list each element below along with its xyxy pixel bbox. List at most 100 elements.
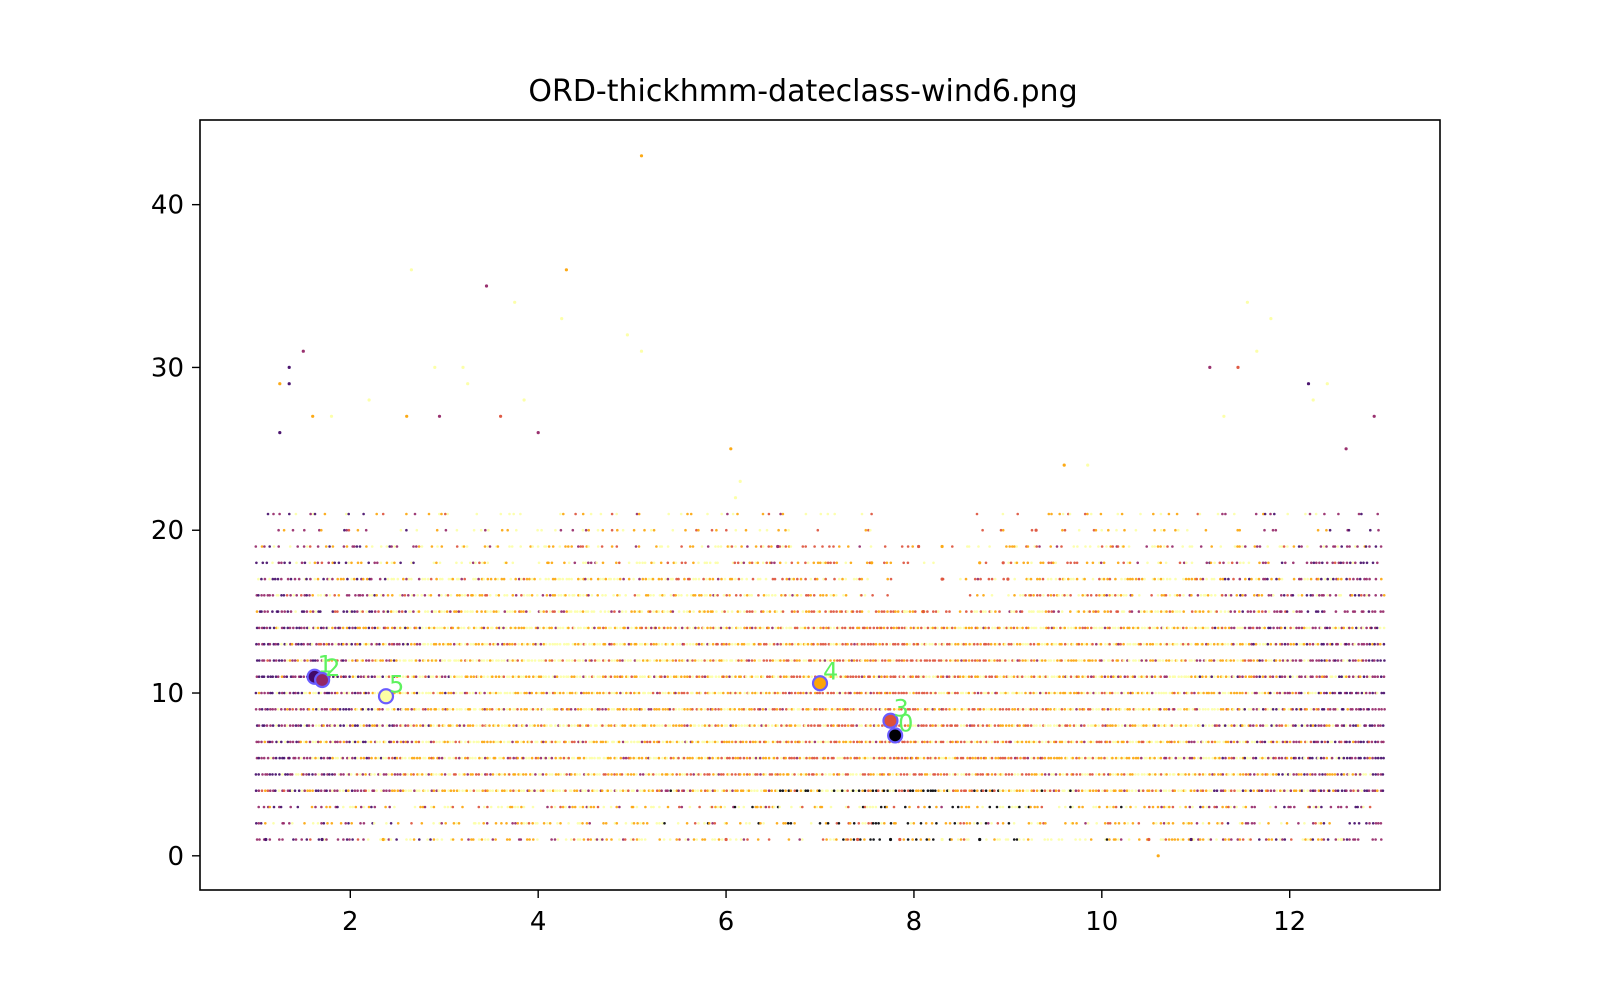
data-point bbox=[415, 724, 418, 727]
data-point bbox=[391, 708, 394, 711]
data-point bbox=[909, 740, 912, 744]
data-point bbox=[592, 740, 596, 744]
data-point bbox=[1241, 724, 1244, 727]
data-point bbox=[1128, 740, 1132, 744]
data-point bbox=[440, 838, 444, 841]
data-point bbox=[995, 805, 999, 809]
data-point bbox=[821, 838, 825, 841]
data-point bbox=[282, 822, 286, 825]
data-point bbox=[742, 708, 746, 711]
data-point bbox=[895, 626, 898, 630]
data-point bbox=[480, 659, 484, 662]
data-point bbox=[443, 659, 447, 662]
data-point bbox=[790, 805, 793, 809]
data-point bbox=[764, 773, 768, 776]
data-point bbox=[922, 675, 925, 678]
data-point bbox=[391, 789, 394, 792]
data-point bbox=[900, 708, 903, 711]
data-point bbox=[914, 675, 918, 678]
data-point bbox=[436, 838, 439, 841]
data-point bbox=[1286, 724, 1290, 727]
data-point bbox=[533, 724, 536, 727]
data-point bbox=[1154, 789, 1158, 792]
data-point bbox=[342, 675, 346, 678]
data-point bbox=[858, 708, 862, 711]
data-point bbox=[367, 626, 371, 630]
data-point bbox=[950, 626, 954, 630]
data-point bbox=[361, 740, 365, 744]
data-point bbox=[1148, 805, 1151, 809]
data-point bbox=[1166, 805, 1169, 809]
data-point bbox=[843, 626, 847, 630]
data-point bbox=[266, 659, 269, 662]
data-point bbox=[350, 642, 354, 646]
data-point bbox=[905, 691, 908, 695]
data-point bbox=[813, 756, 816, 760]
data-point bbox=[762, 659, 766, 662]
data-point bbox=[897, 789, 901, 792]
data-point bbox=[584, 659, 588, 662]
data-point bbox=[461, 805, 464, 809]
data-point bbox=[347, 691, 351, 695]
data-point bbox=[751, 691, 754, 695]
data-point bbox=[351, 740, 355, 744]
data-point bbox=[1170, 756, 1173, 760]
data-point bbox=[893, 675, 897, 678]
data-point bbox=[396, 822, 400, 825]
data-point bbox=[892, 675, 895, 678]
data-point bbox=[336, 675, 339, 678]
data-point bbox=[835, 691, 839, 695]
data-point bbox=[1077, 675, 1080, 678]
data-point bbox=[638, 724, 641, 727]
data-point bbox=[356, 626, 360, 630]
data-point bbox=[1150, 740, 1153, 744]
data-point bbox=[325, 838, 328, 841]
data-point bbox=[941, 740, 945, 744]
data-point bbox=[1204, 789, 1208, 792]
data-point bbox=[1030, 789, 1033, 792]
data-point bbox=[1133, 675, 1137, 678]
data-point bbox=[804, 773, 808, 776]
data-point bbox=[1346, 659, 1349, 662]
data-point bbox=[695, 838, 699, 841]
data-point bbox=[919, 838, 923, 841]
data-point bbox=[1029, 691, 1032, 695]
data-point bbox=[630, 626, 633, 630]
data-point bbox=[1345, 691, 1349, 695]
data-point bbox=[648, 659, 652, 662]
data-point bbox=[516, 805, 520, 809]
data-point bbox=[266, 773, 269, 776]
data-point bbox=[772, 805, 776, 809]
data-point bbox=[314, 773, 317, 776]
data-point bbox=[423, 789, 427, 792]
data-point bbox=[762, 642, 766, 646]
data-point bbox=[452, 756, 455, 760]
data-point bbox=[1142, 708, 1145, 711]
data-point bbox=[358, 773, 362, 776]
data-point bbox=[739, 838, 743, 841]
data-point bbox=[838, 740, 841, 744]
data-point bbox=[1030, 675, 1033, 678]
data-point bbox=[1288, 740, 1292, 744]
data-point bbox=[534, 773, 537, 776]
data-point bbox=[262, 805, 266, 809]
data-point bbox=[1097, 740, 1101, 744]
data-point bbox=[575, 773, 579, 776]
data-point bbox=[286, 740, 290, 744]
data-point bbox=[1353, 838, 1357, 841]
data-point bbox=[1085, 642, 1089, 646]
data-point bbox=[821, 642, 825, 646]
data-point bbox=[675, 642, 679, 646]
data-point bbox=[706, 675, 710, 678]
data-point bbox=[805, 691, 808, 695]
data-point bbox=[494, 642, 497, 646]
data-point bbox=[987, 626, 990, 630]
data-point bbox=[590, 773, 593, 776]
data-point bbox=[1125, 805, 1128, 809]
data-point bbox=[1173, 773, 1176, 776]
data-point bbox=[314, 756, 317, 760]
data-point bbox=[841, 659, 845, 662]
data-point bbox=[1044, 675, 1047, 678]
data-point bbox=[1244, 805, 1248, 809]
data-point bbox=[716, 805, 720, 809]
